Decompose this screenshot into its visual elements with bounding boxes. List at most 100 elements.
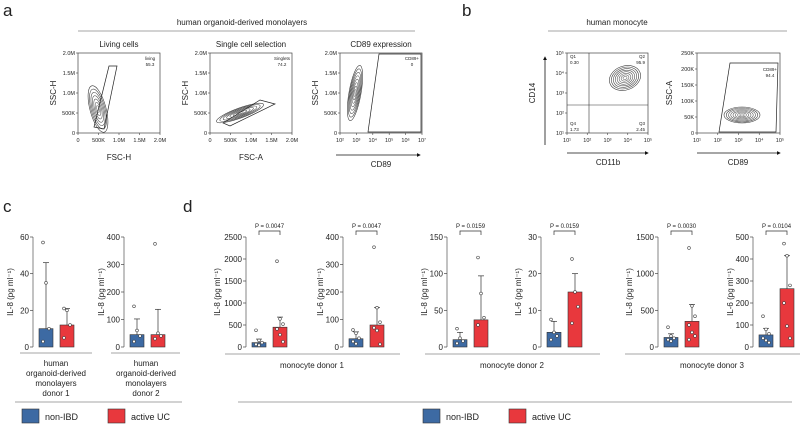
legend-c-label-activeuc: active UC: [131, 412, 171, 422]
flow-b2-gate-name: CD89+: [763, 67, 778, 72]
quadrant-q4-value: 1.73: [570, 127, 579, 132]
bar-chart-8-pvalue: P = 0.0104: [762, 224, 792, 230]
bar-chart-3-bar-active-uc: [272, 326, 288, 348]
flow-a2-ytick-label: 1.0M: [195, 91, 208, 97]
flow-b2-xlabel: CD89: [728, 158, 749, 167]
bar-chart-8-ytick-label: 500: [736, 233, 750, 242]
panel-b-letter: b: [462, 1, 471, 20]
flow-a3-contour: [351, 82, 359, 104]
flow-b2-xtick-label: 10⁴: [755, 137, 764, 144]
flow-a3-ylabel: SSC-H: [311, 80, 320, 105]
flow-a1-contour: [90, 92, 106, 126]
flow-a2-contour: [219, 104, 261, 122]
bar-chart-8-data-point: [761, 336, 765, 340]
flow-a3-gate-value: 0: [411, 62, 414, 67]
flow-a3-contour: [352, 85, 358, 101]
bar-chart-1-data-point: [41, 339, 45, 344]
bar-chart-5-ytick-label: 100: [430, 270, 444, 279]
flow-a2-xtick-label: 1.0M: [245, 138, 258, 144]
bar-chart-4-ytick-label: 0: [335, 343, 340, 352]
bar-chart-6-data-point: [555, 334, 559, 338]
bar-chart-3-significance-bracket: [258, 230, 281, 235]
bar-chart-6-bar-active-uc: [567, 291, 583, 348]
bar-chart-2-ytick-label: 400: [107, 233, 121, 242]
flow-a1-xtick-label: 0: [76, 138, 79, 144]
bar-chart-2-ylabel: IL-8 (pg ml⁻¹): [97, 268, 106, 316]
bar-chart-8-data-point: [764, 327, 768, 332]
bar-chart-4-data-point: [372, 245, 376, 249]
legend-c-swatch-activeuc: [107, 408, 126, 424]
flow-b2-contour: [732, 110, 752, 120]
bar-chart-8-ytick-label: 200: [736, 299, 750, 308]
bar-chart-7-ytick-label: 500: [641, 306, 655, 315]
bar-chart-8-data-point: [788, 283, 792, 288]
bar-chart-6-data-point: [552, 330, 556, 335]
bar-chart-4-data-point: [354, 331, 358, 335]
flow-b2-ytick-label: 0: [691, 131, 694, 137]
bar-chart-5-data-point: [458, 336, 462, 340]
flow-a1-contour: [87, 85, 109, 133]
bar-chart-7-data-point: [690, 330, 694, 335]
flow-a1-xtick-label: 1.5M: [133, 138, 146, 144]
flow-b2-xtick-label: 10⁵: [776, 137, 784, 144]
flow-b2-ytick-label: 200K: [681, 67, 694, 73]
bar-chart-6-ytick-label: 10: [528, 306, 537, 315]
bar-chart-7-data-point: [666, 337, 670, 342]
flow-b1-xtick-label: 10²: [583, 138, 591, 144]
bar-chart-6: 0 10 20 30 IL-6 (pg ml⁻¹) P = 0.0159: [514, 224, 583, 352]
bar-chart-2-data-point: [132, 304, 136, 308]
flow-b2-xtick-label: 10¹: [693, 138, 701, 144]
bar-chart-6-pvalue: P = 0.0159: [550, 224, 580, 230]
bar-chart-5-data-point: [455, 326, 459, 331]
bar-chart-7-data-point: [687, 323, 691, 327]
bar-chart-7-data-point: [669, 334, 673, 338]
flow-a3-ytick-label: 0: [334, 131, 337, 137]
bar-chart-3-data-point: [275, 259, 279, 263]
bar-chart-5-data-point: [461, 339, 465, 343]
bar-chart-7-ytick-label: 0: [650, 343, 655, 352]
quadrant-q3-name: Q3: [639, 121, 646, 126]
flow-a1-contour: [93, 98, 103, 120]
bar-chart-1-data-point: [41, 240, 45, 245]
bar-chart-7-pvalue: P = 0.0030: [667, 224, 697, 230]
bar-chart-2-ytick-label: 0: [116, 343, 121, 352]
bar-chart-8-data-point: [764, 338, 768, 343]
flow-b2-ytick-label: 250K: [681, 51, 694, 57]
bar-chart-6-bar-non-ibd: [546, 332, 562, 348]
bar-chart-8-data-point: [782, 301, 786, 305]
bar-chart-4-ytick-label: 200: [326, 288, 340, 297]
flow-a3-contour: [350, 78, 360, 108]
flow-b2-ytick-label: 150K: [681, 83, 694, 89]
bar-chart-4-ytick-label: 400: [326, 233, 340, 242]
legend-c-swatch-nonibd: [21, 408, 40, 424]
bar-chart-5-data-point: [482, 315, 486, 320]
flow-b1-contour: [618, 72, 632, 84]
bar-chart-8-data-point: [767, 332, 771, 336]
flow-a2-gate-value: 74.2: [278, 62, 287, 67]
bar-chart-2-data-point: [132, 339, 136, 344]
flow-a3-contour: [348, 72, 362, 114]
bar-chart-5-significance-bracket: [459, 230, 482, 235]
flow-a1-gate-value: 55.3: [146, 62, 155, 67]
bar-chart-4-ytick-label: 300: [326, 261, 340, 270]
flow-a3-ytick-label: 1.0M: [325, 91, 338, 97]
flow-b2-contour: [734, 111, 750, 119]
flow-b1-contour: [622, 76, 628, 80]
bar-chart-8-data-point: [782, 241, 786, 246]
flow-a3-xtick-label: 10⁷: [418, 137, 426, 144]
bar-chart-3-ytick-label: 0: [238, 343, 243, 352]
quadrant-q3-value: 2.45: [636, 127, 645, 132]
flow-b1-plot-frame: [566, 52, 649, 134]
bar-chart-3-ytick-label: 500: [229, 321, 243, 330]
bar-chart-7-data-point: [693, 314, 697, 318]
flow-a2-xtick-label: 2.0M: [286, 138, 299, 144]
bar-chart-8-ytick-label: 300: [736, 277, 750, 286]
bar-chart-7-data-point: [690, 304, 694, 308]
bar-chart-4-data-point: [378, 320, 382, 324]
flow-a2-ytick-label: 2.0M: [195, 51, 208, 57]
bar-chart-5-ylabel: IL-8 (pg ml⁻¹): [420, 268, 429, 316]
quadrant-q2-value: 95.9: [636, 60, 645, 65]
bar-chart-8-ytick-label: 0: [745, 343, 750, 352]
flow-b1-xtick-label: 10³: [604, 138, 612, 144]
